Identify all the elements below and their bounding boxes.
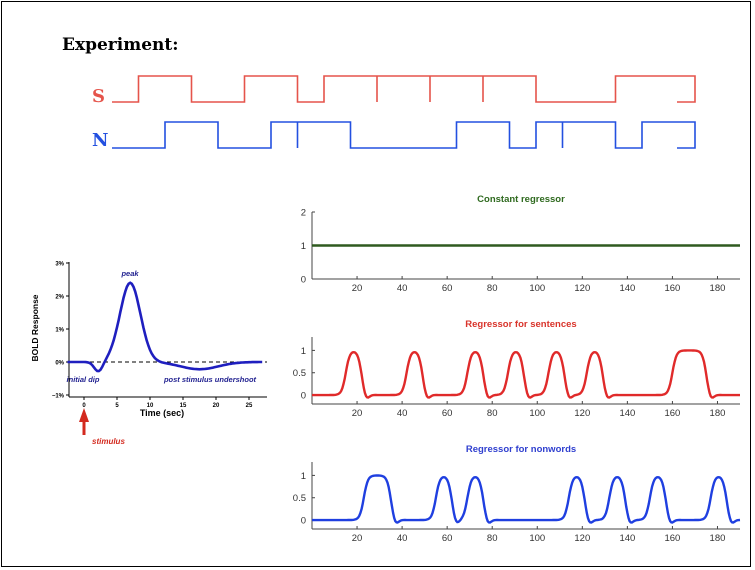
sentences-xtick-label: 80	[487, 408, 498, 419]
hrf-xtick-label: 0	[82, 403, 86, 409]
experiment-design: S N	[92, 75, 696, 151]
sentences-line	[312, 349, 740, 399]
regressor-constant-chart: Constant regressor 20 40 60 80 100 120 140 160 1…	[301, 194, 740, 294]
nonwords-xtick-label: 140	[619, 533, 635, 544]
stimulus-arrow-shaft	[82, 420, 86, 435]
constant-ytick-label: 2	[301, 208, 306, 219]
nonwords-ytick-label: 1	[301, 471, 306, 482]
nonwords-xtick-label: 80	[487, 533, 498, 544]
hrf-xtick-label: 15	[180, 403, 187, 409]
sentences-xtick-label: 160	[664, 408, 680, 419]
constant-xtick-label: 80	[487, 283, 498, 294]
constant-ytick-label: 1	[301, 241, 306, 252]
sentences-xtick-label: 60	[442, 408, 453, 419]
nonwords-ytick-label: 0	[301, 516, 306, 527]
constant-xtick-label: 20	[352, 283, 363, 294]
nonwords-ytick-label: 0.5	[293, 493, 306, 504]
hrf-ytick-label: 3%	[55, 262, 64, 268]
row-label-n: N	[92, 130, 108, 151]
hrf-xtick-label: 20	[213, 403, 220, 409]
constant-xtick-label: 100	[529, 283, 545, 294]
stimulus-train-n	[112, 121, 696, 149]
constant-xtick-label: 180	[710, 283, 726, 294]
hrf-ytick-label: 1%	[55, 328, 64, 334]
constant-xtick-label: 140	[619, 283, 635, 294]
hrf-xtick-label: 25	[246, 403, 253, 409]
sentences-xtick-label: 100	[529, 408, 545, 419]
hrf-ytick-label: 0%	[55, 361, 64, 367]
sentences-xtick-label: 20	[352, 408, 363, 419]
experiment-title: Experiment:	[62, 35, 179, 55]
hrf-xtick-label: 10	[147, 403, 154, 409]
sentences-xtick-label: 140	[619, 408, 635, 419]
sentences-ytick-label: 0	[301, 391, 306, 402]
sentences-ytick-label: 0.5	[293, 368, 306, 379]
nonwords-xtick-label: 20	[352, 533, 363, 544]
constant-xtick-label: 60	[442, 283, 453, 294]
sentences-ytick-label: 1	[301, 346, 306, 357]
sentences-xtick-label: 40	[397, 408, 408, 419]
stimulus-arrow-head	[79, 408, 89, 422]
constant-ytick-label: 0	[301, 275, 306, 286]
hrf-ytick-label: −1%	[52, 394, 65, 400]
constant-xtick-label: 40	[397, 283, 408, 294]
hrf-plot: BOLD Response Time (sec) peak initial di…	[30, 262, 267, 446]
stimulus-train-s	[112, 75, 696, 103]
hrf-annot-dip: initial dip	[67, 375, 100, 384]
hrf-ytick-label: 2%	[55, 295, 64, 301]
constant-xtick-label: 120	[574, 283, 590, 294]
nonwords-xtick-label: 60	[442, 533, 453, 544]
chart-title-constant: Constant regressor	[477, 194, 565, 205]
nonwords-line	[312, 474, 741, 524]
constant-xtick-label: 160	[664, 283, 680, 294]
hrf-annot-peak: peak	[120, 269, 139, 278]
regressor-sentences-chart: Regressor for sentences 20 40 60 80 100 120 14…	[293, 319, 740, 419]
hrf-ylabel: BOLD Response	[30, 294, 40, 361]
row-label-s: S	[92, 86, 105, 107]
nonwords-xtick-label: 40	[397, 533, 408, 544]
hrf-annot-stimulus: stimulus	[92, 437, 125, 446]
nonwords-xtick-label: 100	[529, 533, 545, 544]
nonwords-xtick-label: 120	[574, 533, 590, 544]
hrf-annot-undershoot: post stimulus undershoot	[163, 375, 257, 384]
sentences-xtick-label: 120	[574, 408, 590, 419]
hrf-xlabel: Time (sec)	[140, 408, 184, 418]
nonwords-xtick-label: 180	[710, 533, 726, 544]
chart-title-sentences: Regressor for sentences	[465, 319, 576, 330]
sentences-xtick-label: 180	[710, 408, 726, 419]
nonwords-xtick-label: 160	[664, 533, 680, 544]
chart-title-nonwords: Regressor for nonwords	[466, 444, 576, 455]
hrf-curve	[67, 281, 263, 373]
regressor-nonwords-chart: Regressor for nonwords 20 40 60 80 100 120 140…	[293, 444, 741, 544]
hrf-xtick-label: 5	[115, 403, 119, 409]
